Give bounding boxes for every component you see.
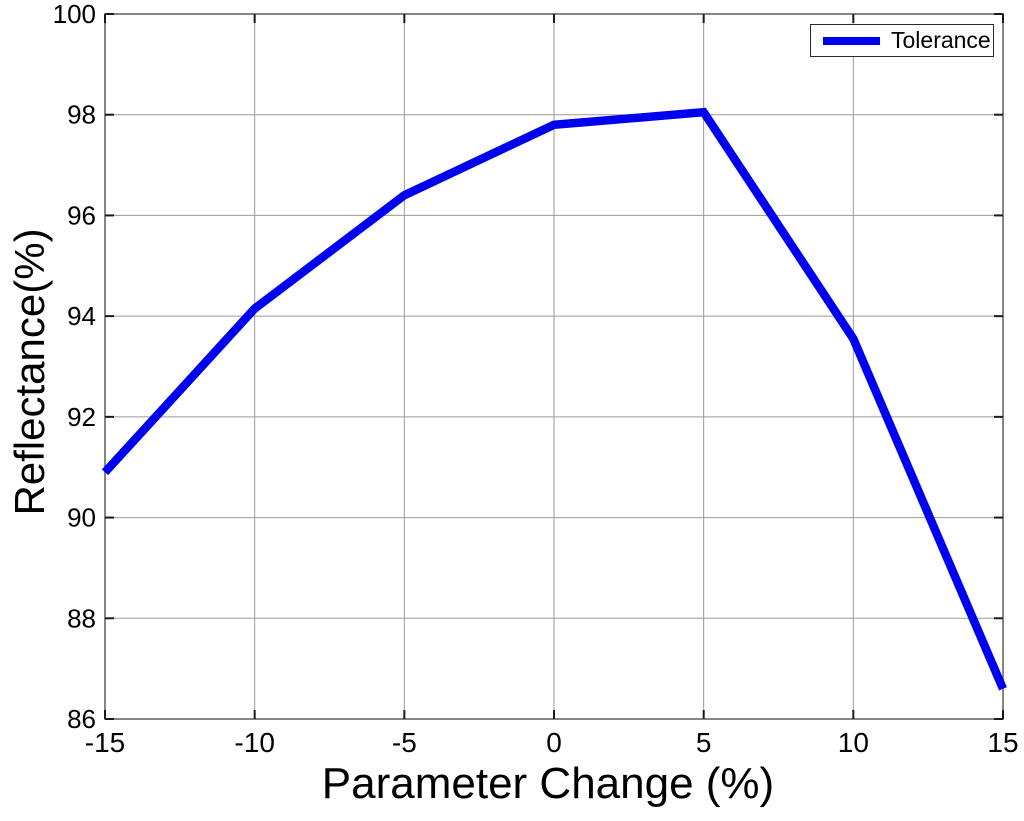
x-tick-label: -10	[234, 727, 274, 758]
x-tick-label: 15	[987, 727, 1018, 758]
legend: Tolerance	[810, 24, 994, 57]
x-axis-title: Parameter Change (%)	[321, 759, 775, 808]
y-tick-label: 92	[67, 402, 96, 432]
y-axis-title: Reflectance(%)	[6, 228, 53, 516]
series-line-tolerance	[101, 107, 1007, 691]
y-tick-label: 96	[67, 200, 96, 230]
legend-label: Tolerance	[891, 27, 991, 53]
x-tick-label: 5	[696, 727, 712, 758]
y-tick-label: 94	[67, 301, 96, 331]
x-tick-label: 0	[546, 727, 562, 758]
y-tick-label: 86	[67, 704, 96, 734]
x-tick-label: -5	[392, 727, 417, 758]
y-tick-label: 90	[67, 503, 96, 533]
y-tick-label: 98	[67, 100, 96, 130]
x-tick-label: -15	[85, 727, 125, 758]
x-tick-label: 10	[838, 727, 869, 758]
legend-line-swatch	[823, 36, 880, 45]
y-tick-label: 100	[53, 0, 96, 29]
y-tick-label: 88	[67, 603, 96, 633]
